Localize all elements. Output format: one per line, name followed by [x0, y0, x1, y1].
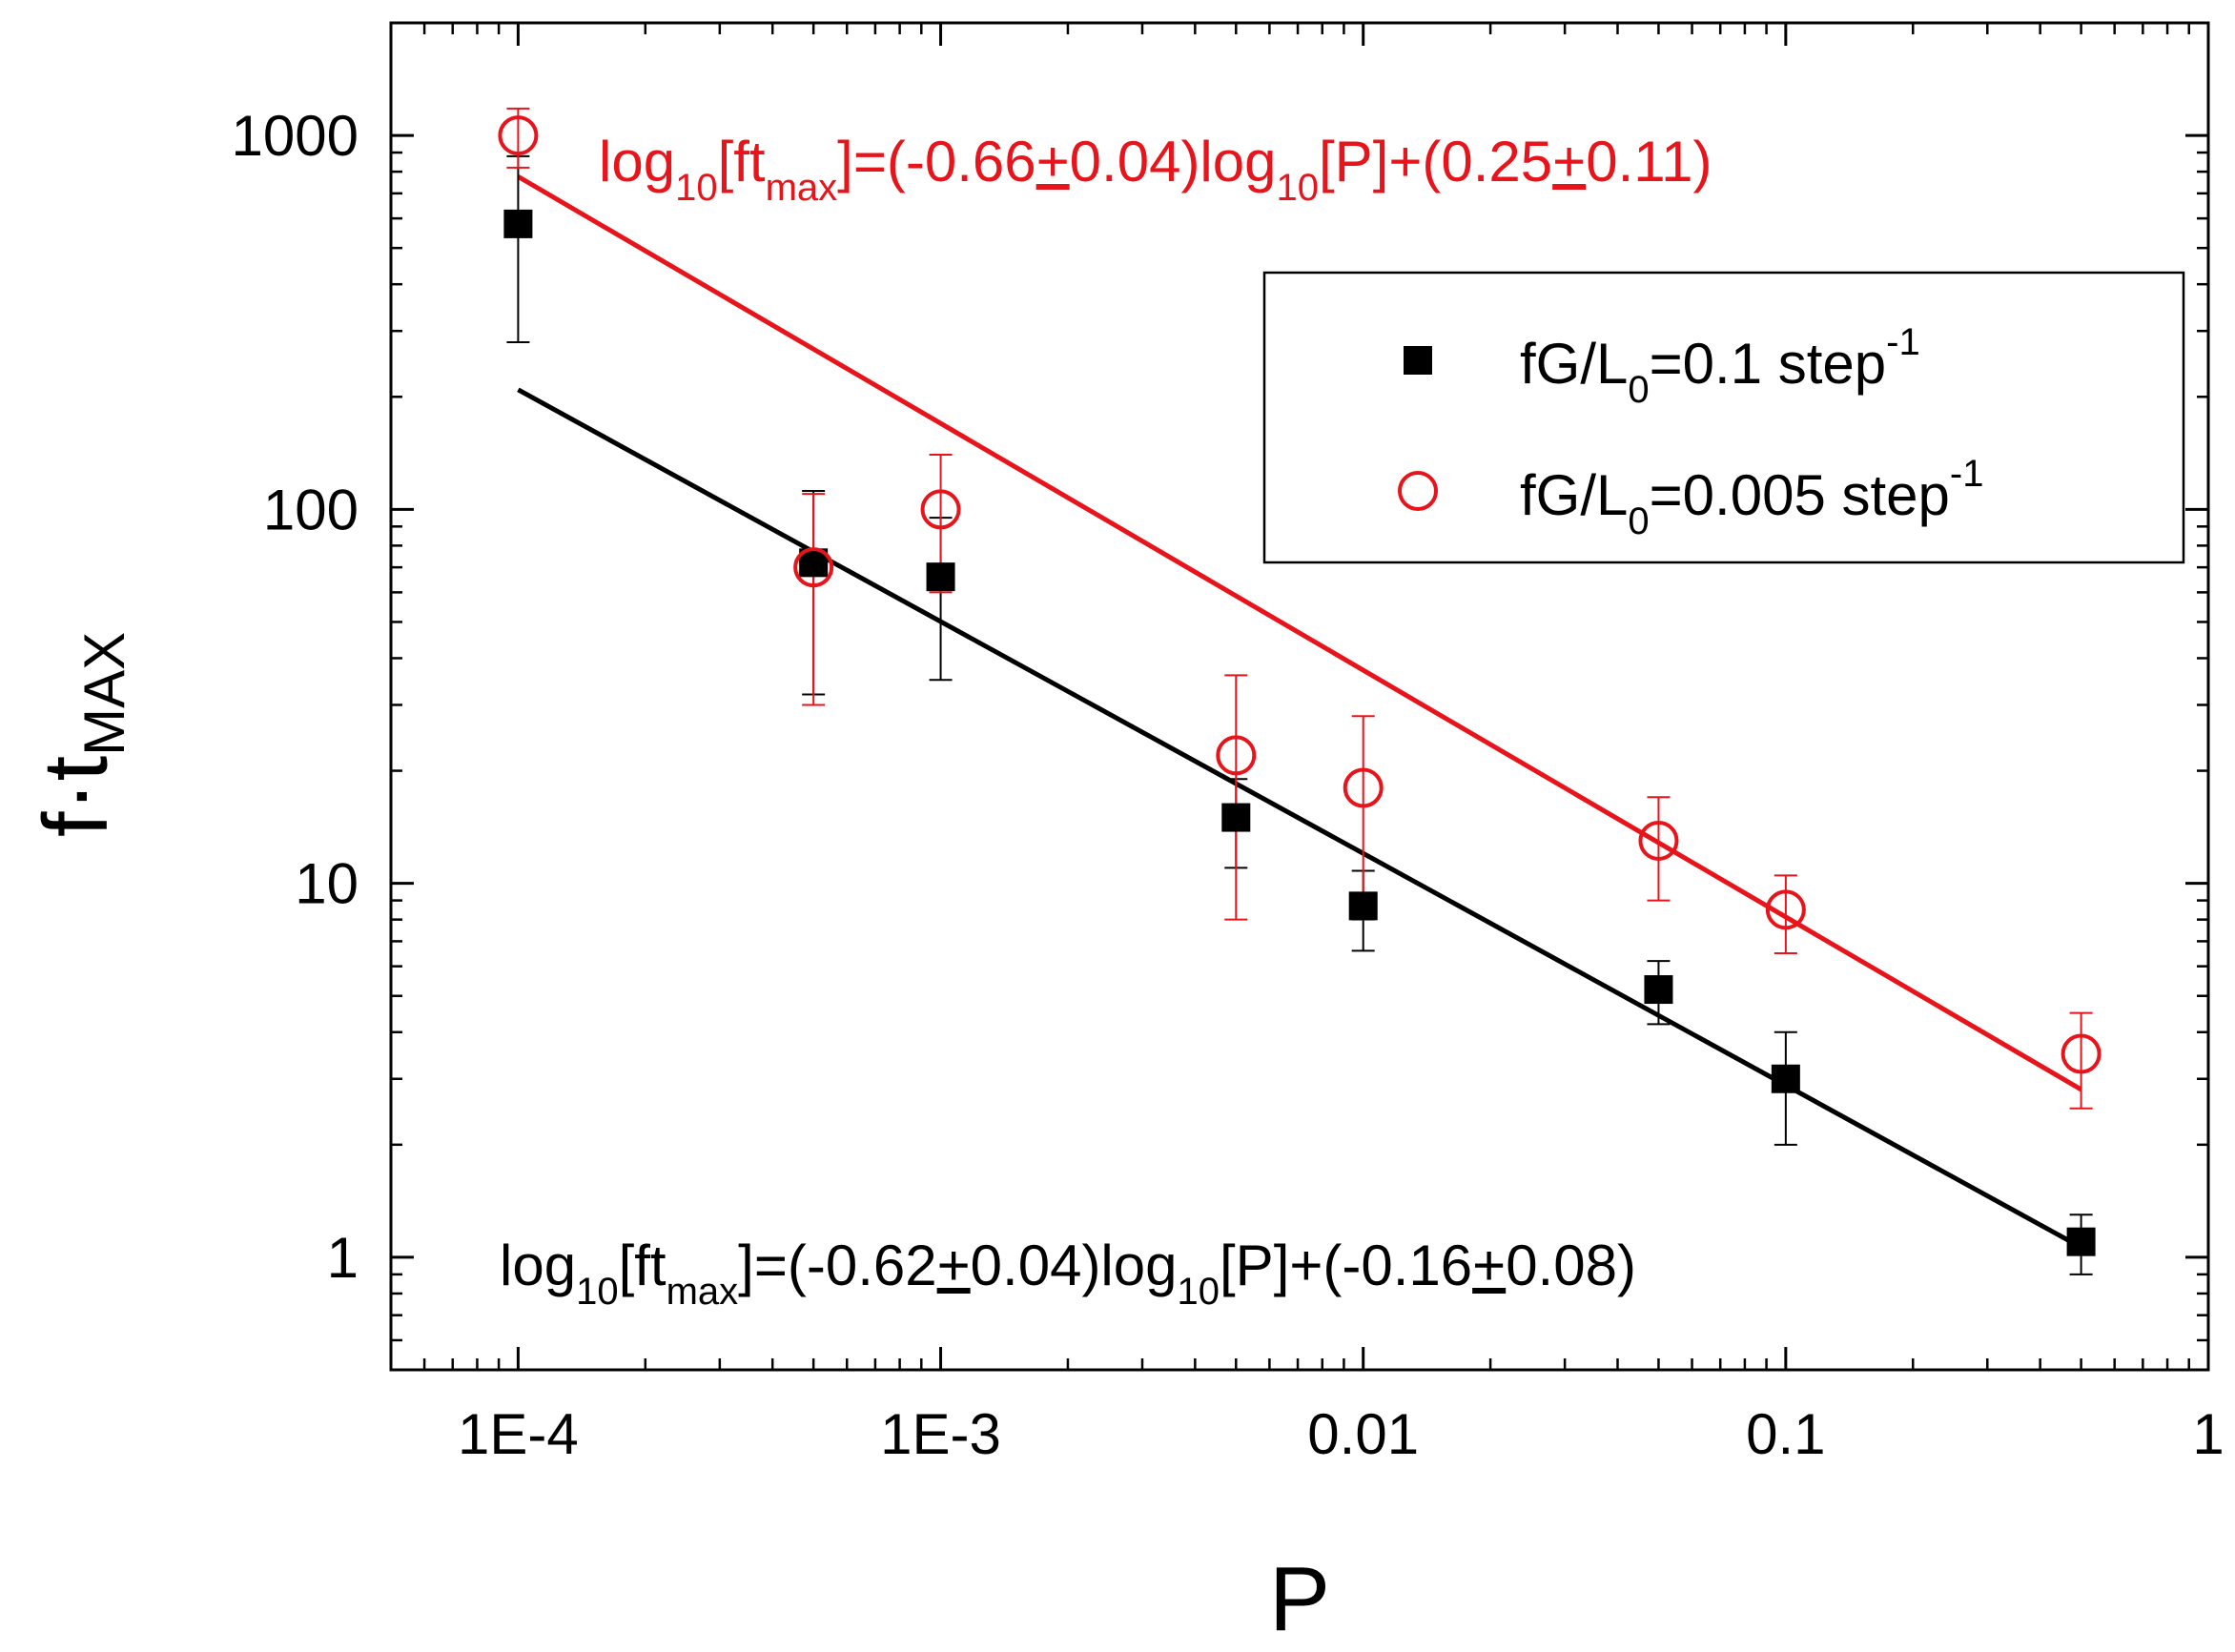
x-tick-label: 0.1	[1746, 1402, 1825, 1466]
legend-label-red: fG/L0=0.005 step-1	[1520, 453, 1983, 542]
fit-line-red	[517, 174, 2082, 1092]
data-point-red	[1343, 767, 1384, 808]
legend-marker-red-circle	[1398, 471, 1438, 511]
data-point-black	[1348, 891, 1378, 921]
y-tick-label: 1	[327, 1226, 359, 1290]
data-point-black	[926, 562, 955, 592]
data-point-red	[498, 115, 539, 156]
red-fit-equation: log10[ftmax]=(-0.66+0.04)log10[P]+(0.25+…	[599, 130, 1712, 209]
y-tick-label: 100	[263, 478, 359, 541]
data-point-black	[1221, 803, 1251, 832]
data-point-black	[1644, 975, 1673, 1005]
legend-marker-black-square	[1404, 346, 1432, 375]
y-tick-label: 1000	[232, 104, 359, 168]
legend: fG/L0=0.1 step-1 fG/L0=0.005 step-1	[1262, 271, 2185, 564]
data-points	[498, 115, 2102, 1256]
fit-line-black	[517, 387, 2082, 1250]
major-ticks	[391, 23, 2210, 1370]
data-point-red	[2061, 1033, 2102, 1074]
x-tick-label: 1	[2192, 1402, 2224, 1466]
x-axis-title: P	[1269, 1548, 1330, 1650]
axes	[389, 21, 2210, 1372]
tick-labels: 1E-4 1E-3 0.01 0.1 1 1 10 100 1000	[232, 104, 2225, 1466]
data-point-black	[2066, 1227, 2096, 1256]
data-point-red	[1216, 735, 1257, 776]
data-point-red	[793, 547, 834, 588]
data-point-red	[1638, 820, 1679, 861]
black-fit-equation: log10[ftmax]=(-0.62+0.04)log10[P]+(-0.16…	[500, 1234, 1636, 1313]
legend-box	[1262, 271, 2185, 564]
data-point-black	[1771, 1064, 1800, 1093]
plot-frame	[389, 21, 2210, 1372]
legend-label-black: fG/L0=0.1 step-1	[1520, 321, 1920, 411]
data-point-black	[503, 209, 533, 238]
fit-lines	[517, 174, 2082, 1250]
x-tick-label: 1E-4	[458, 1402, 579, 1466]
data-point-red	[1765, 889, 1806, 930]
y-axis-title-sub: MAX	[72, 632, 136, 756]
y-tick-label: 10	[295, 852, 359, 916]
y-axis-title: f·tMAX	[25, 632, 136, 837]
minor-ticks	[389, 21, 2208, 1372]
y-axis-title-main: f·t	[25, 756, 127, 837]
data-point-red	[920, 489, 961, 530]
x-tick-label: 1E-3	[880, 1402, 1001, 1466]
x-tick-label: 0.01	[1307, 1402, 1419, 1466]
